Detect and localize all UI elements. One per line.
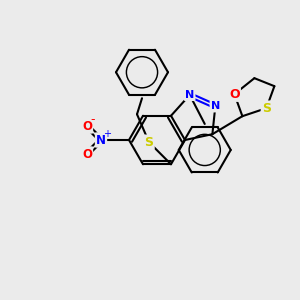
Text: S: S (262, 102, 271, 115)
Text: -: - (91, 113, 95, 127)
Text: O: O (82, 148, 92, 160)
Text: N: N (96, 134, 106, 146)
Text: O: O (229, 88, 240, 101)
Text: O: O (82, 119, 92, 133)
Text: N: N (211, 101, 220, 111)
Text: +: + (103, 129, 111, 139)
Text: N: N (185, 90, 194, 100)
Text: S: S (145, 136, 154, 149)
